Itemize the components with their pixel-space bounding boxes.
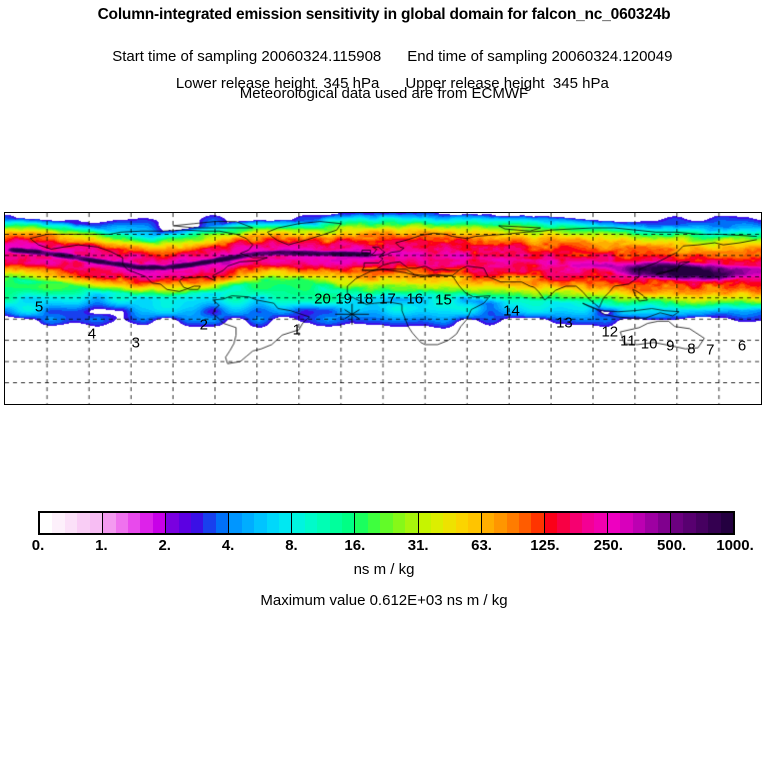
colorbar-tick-label: 500. (657, 537, 687, 554)
colorbar-swatch (266, 513, 279, 533)
end-time-label: End time of sampling 20060324.120049 (407, 48, 673, 65)
colorbar-tick-label: 250. (593, 537, 623, 554)
release-height-line: Lower release height 345 hPa Upper releas… (0, 58, 768, 109)
colorbar-swatch (140, 513, 153, 533)
colorbar-swatch (695, 513, 709, 533)
colorbar-band (355, 513, 419, 533)
colorbar-swatch (367, 513, 381, 533)
colorbar-swatch (443, 513, 456, 533)
colorbar-swatch (241, 513, 255, 533)
colorbar-swatch (191, 513, 204, 533)
colorbar-band (418, 513, 482, 533)
colorbar-band (292, 513, 356, 533)
colorbar-tick-label: 4. (221, 537, 235, 554)
colorbar-swatch (569, 513, 583, 533)
colorbar-swatch (254, 513, 267, 533)
colorbar-swatch (77, 513, 90, 533)
colorbar-swatch (455, 513, 469, 533)
colorbar-swatch (152, 513, 166, 533)
colorbar-swatch (620, 513, 633, 533)
map-plot-area: 1 2 3 4 5 6 7 8 9 10 11 12 13 14 15 16 17 18 19 20 (4, 212, 762, 405)
colorbar-tick-label: 0. (31, 537, 45, 554)
colorbar-swatch (531, 513, 544, 533)
start-time-label: Start time of sampling 20060324.115908 (112, 48, 382, 65)
colorbar-swatch (89, 513, 103, 533)
page-title: Column-integrated emission sensitivity i… (97, 6, 671, 23)
colorbar-tick-labels: 0. 1. 2. 4. 8. 16. 31. 63. 125. 250. 500. 1000. (32, 537, 754, 557)
colorbar-swatch (708, 513, 721, 533)
colorbar-swatch (405, 513, 418, 533)
colorbar-band (481, 513, 545, 533)
colorbar-swatch (582, 513, 595, 533)
colorbar: 0. 1. 2. 4. 8. 16. 31. 63. 125. 250. 500. 1000. (32, 511, 754, 554)
colorbar-swatch (380, 513, 393, 533)
colorbar-swatch (292, 513, 305, 533)
colorbar-swatch (229, 513, 242, 533)
colorbar-swatch (557, 513, 570, 533)
colorbar-swatch (645, 513, 658, 533)
colorbar-swatch (317, 513, 330, 533)
colorbar-tick-label: 8. (285, 537, 298, 554)
colorbar-tick-label: 1000. (716, 537, 754, 554)
colorbar-tick-label: 31. (407, 537, 429, 554)
colorbar-band (229, 513, 293, 533)
colorbar-swatch (355, 513, 368, 533)
colorbar-swatch (430, 513, 444, 533)
colorbar-band (607, 513, 671, 533)
colorbar-swatch (40, 513, 53, 533)
colorbar-swatch (683, 513, 696, 533)
colorbar-tick-label: 1. (95, 537, 108, 554)
colorbar-swatch (329, 513, 343, 533)
colorbar-swatch (720, 513, 734, 533)
sampling-time-line: Start time of sampling 20060324.115908 En… (0, 31, 768, 82)
colorbar-swatch (594, 513, 607, 533)
colorbar-swatch (607, 513, 621, 533)
upper-release-height-label: Upper release height 345 hPa (405, 75, 609, 92)
colorbar-tick-label: 2. (158, 537, 171, 554)
emission-sensitivity-heatmap (5, 213, 761, 404)
colorbar-swatch (342, 513, 355, 533)
colorbar-tick-label: 125. (530, 537, 560, 554)
colorbar-swatch (468, 513, 481, 533)
maximum-value-label: Maximum value 0.612E+03 ns m / kg (260, 592, 508, 609)
colorbar-swatch (203, 513, 216, 533)
colorbar-swatch (64, 513, 78, 533)
lower-release-height-label: Lower release height 345 hPa (175, 75, 380, 92)
colorbar-band (166, 513, 230, 533)
colorbar-swatch (127, 513, 141, 533)
colorbar-swatch (481, 513, 495, 533)
colorbar-swatch (518, 513, 532, 533)
colorbar-swatch (670, 513, 684, 533)
colorbar-swatch (304, 513, 318, 533)
colorbar-gradient (38, 511, 735, 535)
colorbar-swatch (418, 513, 431, 533)
colorbar-units-label: ns m / kg (353, 561, 415, 578)
colorbar-band (40, 513, 104, 533)
colorbar-swatch (632, 513, 646, 533)
colorbar-swatch (52, 513, 65, 533)
colorbar-swatch (166, 513, 179, 533)
meteorology-label: Meteorological data used are from ECMWF (239, 85, 529, 102)
colorbar-swatch (494, 513, 507, 533)
colorbar-tick-label: 16. (344, 537, 366, 554)
colorbar-tick-label: 63. (471, 537, 492, 554)
colorbar-swatch (178, 513, 192, 533)
colorbar-swatch (278, 513, 292, 533)
colorbar-swatch (657, 513, 670, 533)
colorbar-swatch (215, 513, 229, 533)
colorbar-band (670, 513, 734, 533)
colorbar-swatch (544, 513, 558, 533)
colorbar-swatch (103, 513, 116, 533)
colorbar-swatch (392, 513, 406, 533)
colorbar-band (103, 513, 167, 533)
colorbar-swatch (506, 513, 519, 533)
colorbar-swatch (115, 513, 128, 533)
colorbar-band (544, 513, 608, 533)
